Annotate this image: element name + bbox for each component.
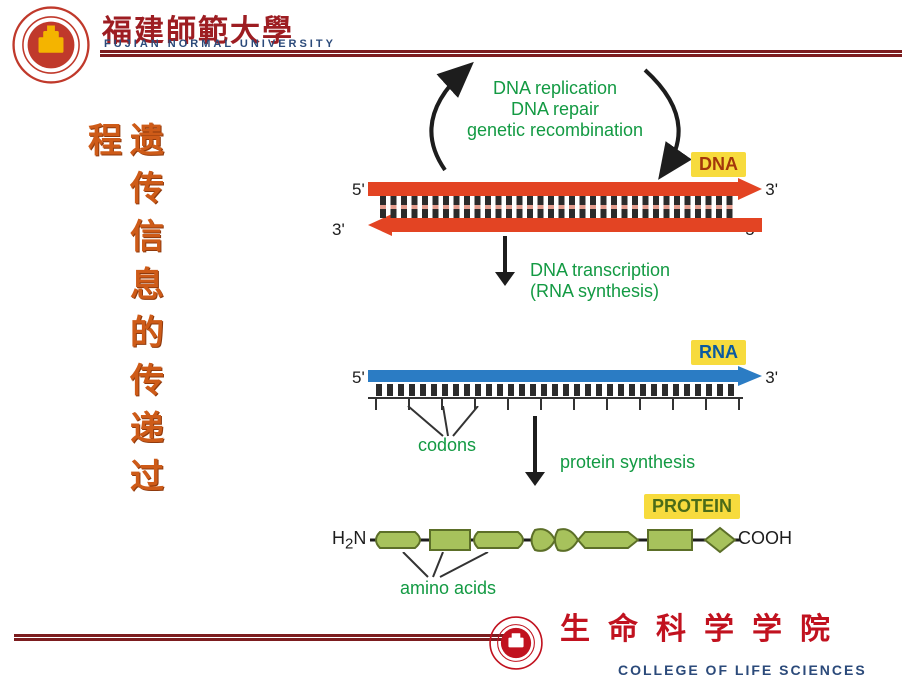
university-name-en: FUJIAN NORMAL UNIVERSITY xyxy=(104,38,336,50)
slide-title-col2: 程 xyxy=(88,118,122,166)
transcription-arrow-icon xyxy=(485,236,525,286)
department-name-cn: 生命科学学院 xyxy=(560,604,848,648)
dna-chip: DNA xyxy=(691,152,746,177)
rna-3p: 3' xyxy=(765,368,778,388)
dna-3p-bot: 3' xyxy=(332,220,345,240)
codons-label: codons xyxy=(418,435,476,456)
transcription-labels: DNA transcription (RNA synthesis) xyxy=(530,260,670,302)
trans-line2: (RNA synthesis) xyxy=(530,281,670,302)
university-seal-icon xyxy=(12,6,90,84)
dna-double-helix-icon xyxy=(368,178,762,236)
header-rule xyxy=(100,50,902,57)
department-name-en: COLLEGE OF LIFE SCIENCES xyxy=(618,662,867,678)
rna-chip: RNA xyxy=(691,340,746,365)
footer-rule xyxy=(14,634,525,641)
dna-5p-top: 5' xyxy=(352,180,365,200)
trans-line1: DNA transcription xyxy=(530,260,670,281)
protein-chip: PROTEIN xyxy=(644,494,740,519)
slide-title-col1: 遗传信息的传递过 xyxy=(130,118,164,502)
dna-3p-top: 3' xyxy=(765,180,778,200)
department-seal-icon xyxy=(489,616,543,670)
cooh-label: COOH xyxy=(738,528,792,549)
protein-synthesis-label: protein synthesis xyxy=(560,452,695,473)
rna-5p: 5' xyxy=(352,368,365,388)
central-dogma-diagram: DNA replication DNA repair genetic recom… xyxy=(330,60,780,615)
h2n-label: H2N xyxy=(332,528,366,553)
translation-arrow-icon xyxy=(515,416,555,486)
amino-acids-label: amino acids xyxy=(400,578,496,599)
